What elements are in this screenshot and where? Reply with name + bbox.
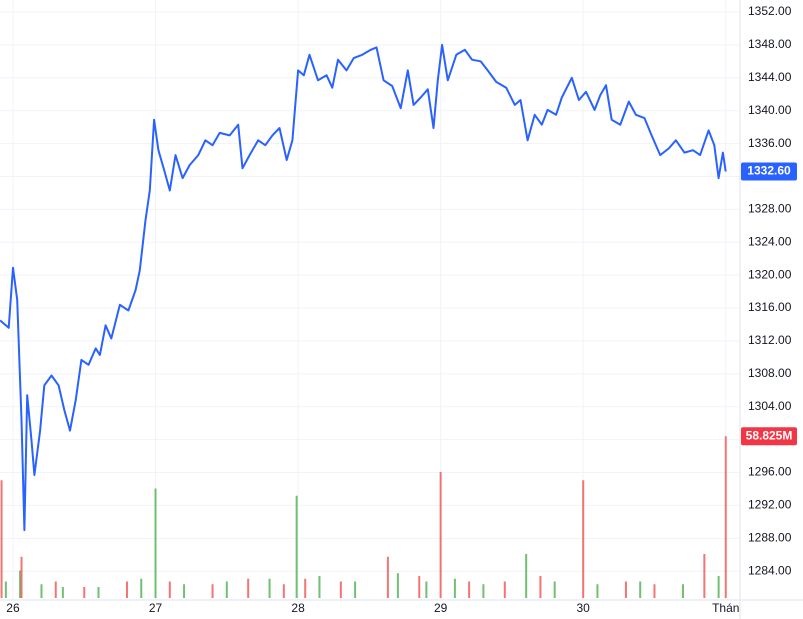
x-tick-label: Thán — [712, 601, 739, 615]
volume-bar — [140, 578, 143, 598]
volume-bar — [468, 581, 471, 598]
volume-bar — [225, 581, 228, 598]
volume-bar — [168, 581, 171, 598]
volume-bar — [482, 584, 485, 598]
volume-bar — [354, 581, 357, 598]
volume-bar — [418, 576, 421, 598]
y-tick-label: 1344.00 — [748, 70, 792, 84]
volume-bar — [724, 436, 727, 598]
y-tick-label: 1324.00 — [748, 234, 792, 248]
volume-bar — [295, 495, 298, 598]
y-tick-label: 1304.00 — [748, 399, 792, 413]
y-tick-label: 1288.00 — [748, 530, 792, 544]
volume-bar — [247, 578, 250, 598]
volume-bar — [681, 584, 684, 598]
volume-bar — [61, 587, 64, 598]
volume-bar — [0, 480, 3, 598]
volume-bar — [717, 576, 720, 598]
last-volume-box — [741, 427, 797, 446]
volume-bar — [503, 581, 506, 598]
volume-bar — [639, 581, 642, 598]
volume-bar — [4, 581, 7, 598]
y-tick-label: 1340.00 — [748, 103, 792, 117]
y-tick-label: 1316.00 — [748, 300, 792, 314]
x-tick-label: 26 — [6, 601, 20, 615]
y-tick-label: 1328.00 — [748, 202, 792, 216]
volume-bar — [386, 556, 389, 598]
y-tick-label: 1336.00 — [748, 136, 792, 150]
last-volume-label: 58.825M — [746, 428, 793, 442]
x-tick-label: 27 — [149, 601, 163, 615]
volume-bar — [20, 556, 23, 598]
volume-bar — [425, 581, 428, 598]
volume-bar — [83, 587, 86, 598]
x-tick-label: 29 — [434, 601, 448, 615]
y-tick-label: 1308.00 — [748, 366, 792, 380]
volume-bar — [439, 472, 442, 598]
volume-bar — [154, 488, 157, 598]
y-tick-label: 1348.00 — [748, 37, 792, 51]
volume-bar — [624, 581, 627, 598]
volume-bar — [596, 584, 599, 598]
y-tick-label: 1312.00 — [748, 333, 792, 347]
volume-bar — [97, 587, 100, 598]
y-tick-label: 1296.00 — [748, 465, 792, 479]
volume-bar — [318, 576, 321, 598]
last-price-box — [741, 162, 797, 181]
last-price-label: 1332.60 — [747, 164, 791, 178]
volume-bar — [183, 584, 186, 598]
y-tick-label: 1284.00 — [748, 563, 792, 577]
volume-bar — [282, 584, 285, 598]
volume-bar — [396, 573, 399, 598]
volume-bar — [525, 554, 528, 598]
volume-bar — [703, 554, 706, 598]
volume-bar — [211, 584, 214, 598]
price-line — [0, 43, 727, 532]
y-tick-label: 1320.00 — [748, 267, 792, 281]
volume-bar — [553, 581, 556, 598]
x-tick-label: 30 — [577, 601, 591, 615]
volume-bar — [54, 581, 57, 598]
volume-bar — [653, 584, 656, 598]
y-tick-label: 1292.00 — [748, 498, 792, 512]
volume-bar — [19, 570, 22, 598]
volume-bar — [539, 576, 542, 598]
y-tick-label: 1352.00 — [748, 4, 792, 18]
volume-bar — [126, 581, 129, 598]
x-tick-label: 28 — [291, 601, 305, 615]
volume-bar — [339, 581, 342, 598]
volume-bar — [268, 578, 271, 598]
volume-bar — [582, 480, 585, 598]
volume-bar — [453, 578, 456, 598]
volume-bar — [40, 584, 43, 598]
volume-bar — [304, 578, 307, 598]
